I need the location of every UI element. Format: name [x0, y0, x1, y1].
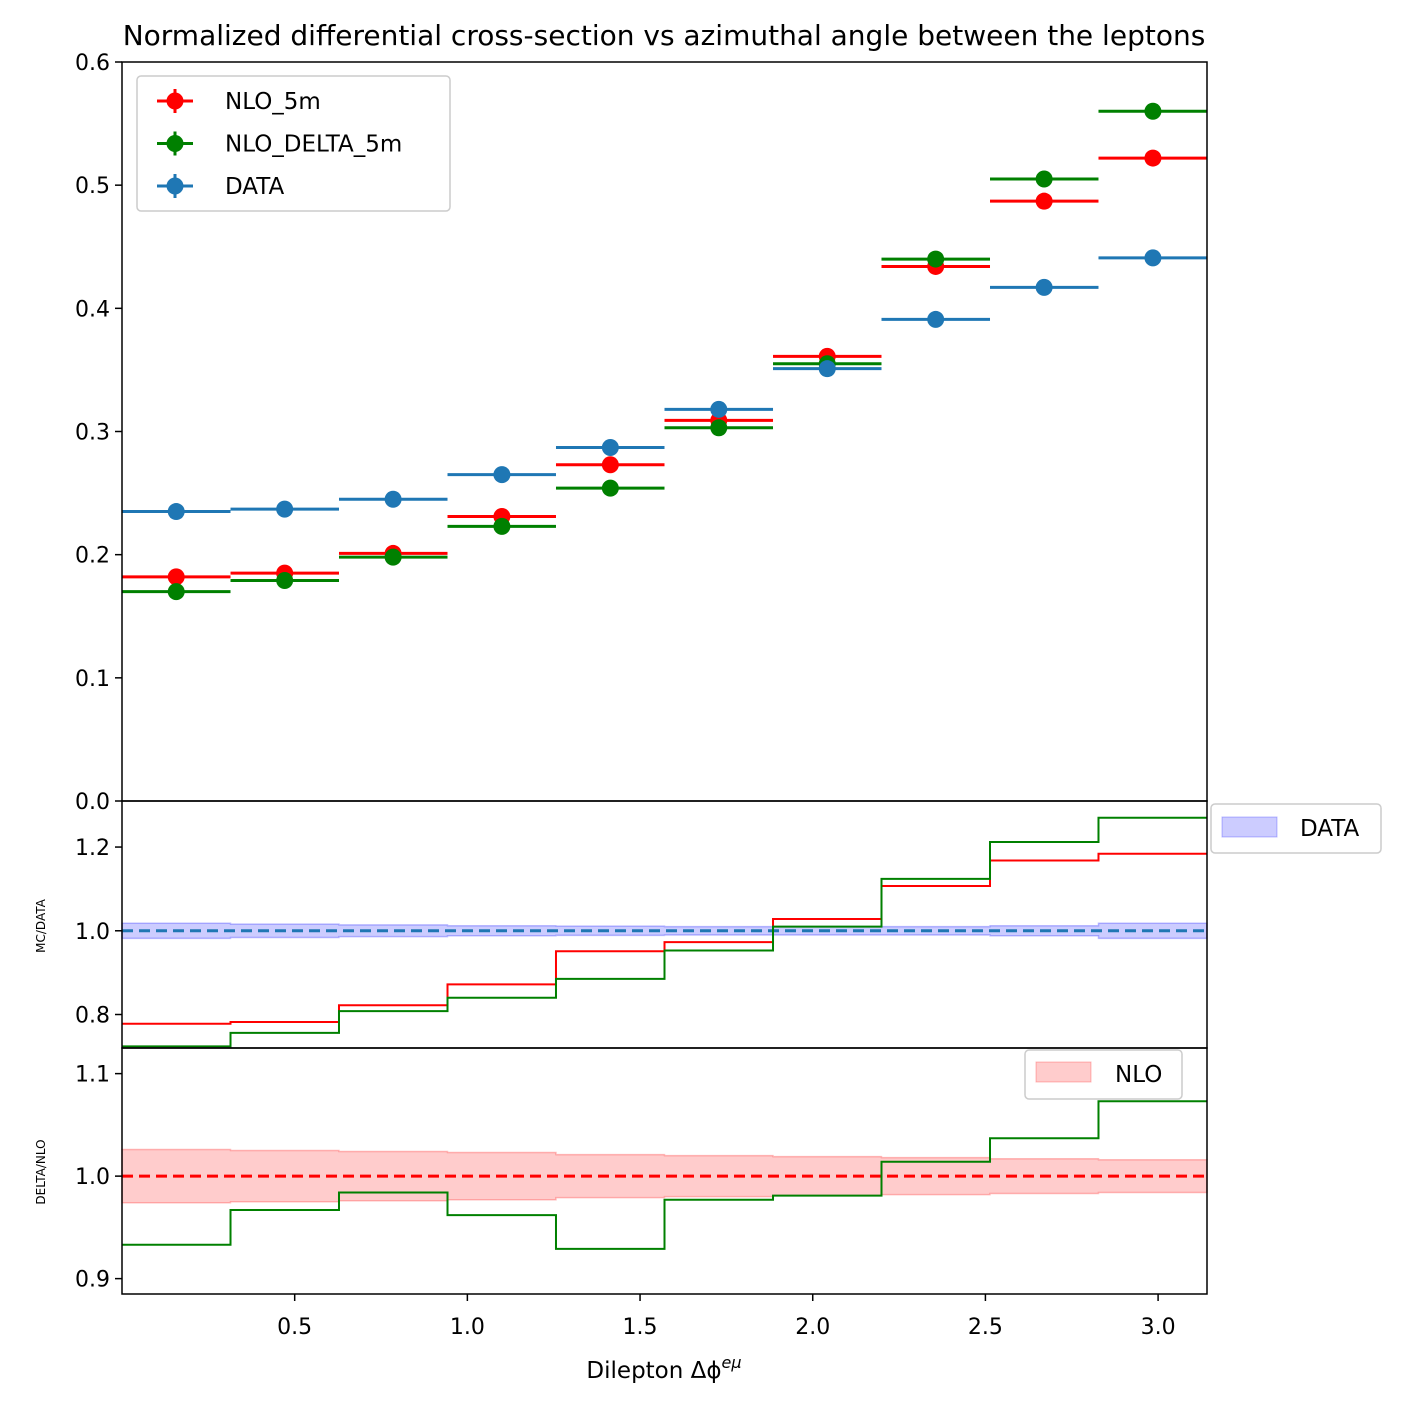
delta-ytick-label: 1.0: [75, 1165, 110, 1190]
data-point: [167, 503, 185, 521]
data-point: [384, 490, 402, 508]
x-axis-label-superscript: eμ: [722, 1353, 742, 1372]
data-point: [601, 439, 619, 457]
series-data: [122, 249, 1207, 521]
main-ytick-label: 0.0: [75, 790, 110, 815]
data-point: [927, 310, 945, 328]
xtick-label: 1.5: [623, 1315, 658, 1340]
delta-ytick-label: 1.1: [75, 1063, 110, 1088]
data-point: [710, 419, 728, 437]
data-point: [601, 479, 619, 497]
data-point: [1035, 192, 1053, 210]
legend-label: DATA: [225, 174, 285, 200]
data-point: [818, 360, 836, 378]
x-axis-label: Dilepton Δϕeμ: [586, 1353, 741, 1384]
legend-label: DATA: [1300, 816, 1360, 842]
data-point: [927, 250, 945, 268]
delta-legend: NLO: [1024, 1049, 1183, 1100]
ratio-ytick-label: 1.2: [75, 836, 110, 861]
ratio-ytick-label: 0.8: [75, 1004, 110, 1029]
xtick-label: 0.5: [277, 1315, 312, 1340]
chart-title: Normalized differential cross-section vs…: [123, 19, 1206, 52]
main-legend: NLO_5m NLO_DELTA_5m DATA: [136, 75, 451, 212]
legend-swatch: [1221, 816, 1278, 838]
legend-marker: [166, 177, 184, 195]
x-axis-label-main: Dilepton Δϕ: [586, 1358, 721, 1384]
data-point: [493, 517, 511, 535]
plot-layer: 0.0 0.1 0.2 0.3 0.4 0.5 0.6 NLO_5m NLO_DELTA_5m D…: [34, 51, 1382, 1340]
legend-label: NLO_5m: [225, 89, 321, 115]
ratio-legend: DATA: [1210, 803, 1382, 854]
data-point: [276, 572, 294, 590]
data-point: [1144, 149, 1162, 167]
ratio-step-delta: [122, 816, 1207, 1048]
xtick-label: 2.0: [795, 1315, 830, 1340]
data-point: [276, 500, 294, 518]
delta-panel-frame: [121, 1047, 1208, 1295]
legend-marker: [166, 92, 184, 110]
data-point: [601, 456, 619, 474]
main-ytick-label: 0.3: [75, 421, 110, 446]
main-ytick-label: 0.1: [75, 667, 110, 692]
main-ytick-label: 0.6: [75, 51, 110, 76]
ratio-ytick-label: 1.0: [75, 920, 110, 945]
data-point: [1035, 170, 1053, 188]
legend-label: NLO: [1115, 1062, 1162, 1088]
legend-label: NLO_DELTA_5m: [225, 132, 402, 158]
data-point: [493, 466, 511, 484]
xtick-label: 2.5: [968, 1315, 1003, 1340]
data-point: [167, 583, 185, 601]
delta-ytick-label: 0.9: [75, 1268, 110, 1293]
data-point: [384, 548, 402, 566]
main-ytick-label: 0.5: [75, 174, 110, 199]
legend-frame: [1210, 803, 1382, 854]
legend-swatch: [1035, 1061, 1092, 1083]
delta-y-axis-label: DELTA/NLO: [34, 1139, 48, 1204]
delta-step-delta: [122, 1100, 1207, 1250]
ratio-y-axis-label: MC/DATA: [34, 898, 48, 952]
data-point: [1144, 102, 1162, 120]
data-point: [1035, 278, 1053, 296]
main-ytick-label: 0.4: [75, 297, 110, 322]
series-nlo-delta-5m: [122, 102, 1207, 601]
main-ytick-label: 0.2: [75, 544, 110, 569]
legend-marker: [166, 135, 184, 152]
xtick-label: 3.0: [1141, 1315, 1176, 1340]
data-point: [1144, 249, 1162, 267]
data-point: [710, 400, 728, 418]
legend-frame: [136, 75, 451, 212]
legend-frame: [1024, 1049, 1183, 1100]
xtick-label: 1.0: [450, 1315, 485, 1340]
data-point: [167, 568, 185, 586]
